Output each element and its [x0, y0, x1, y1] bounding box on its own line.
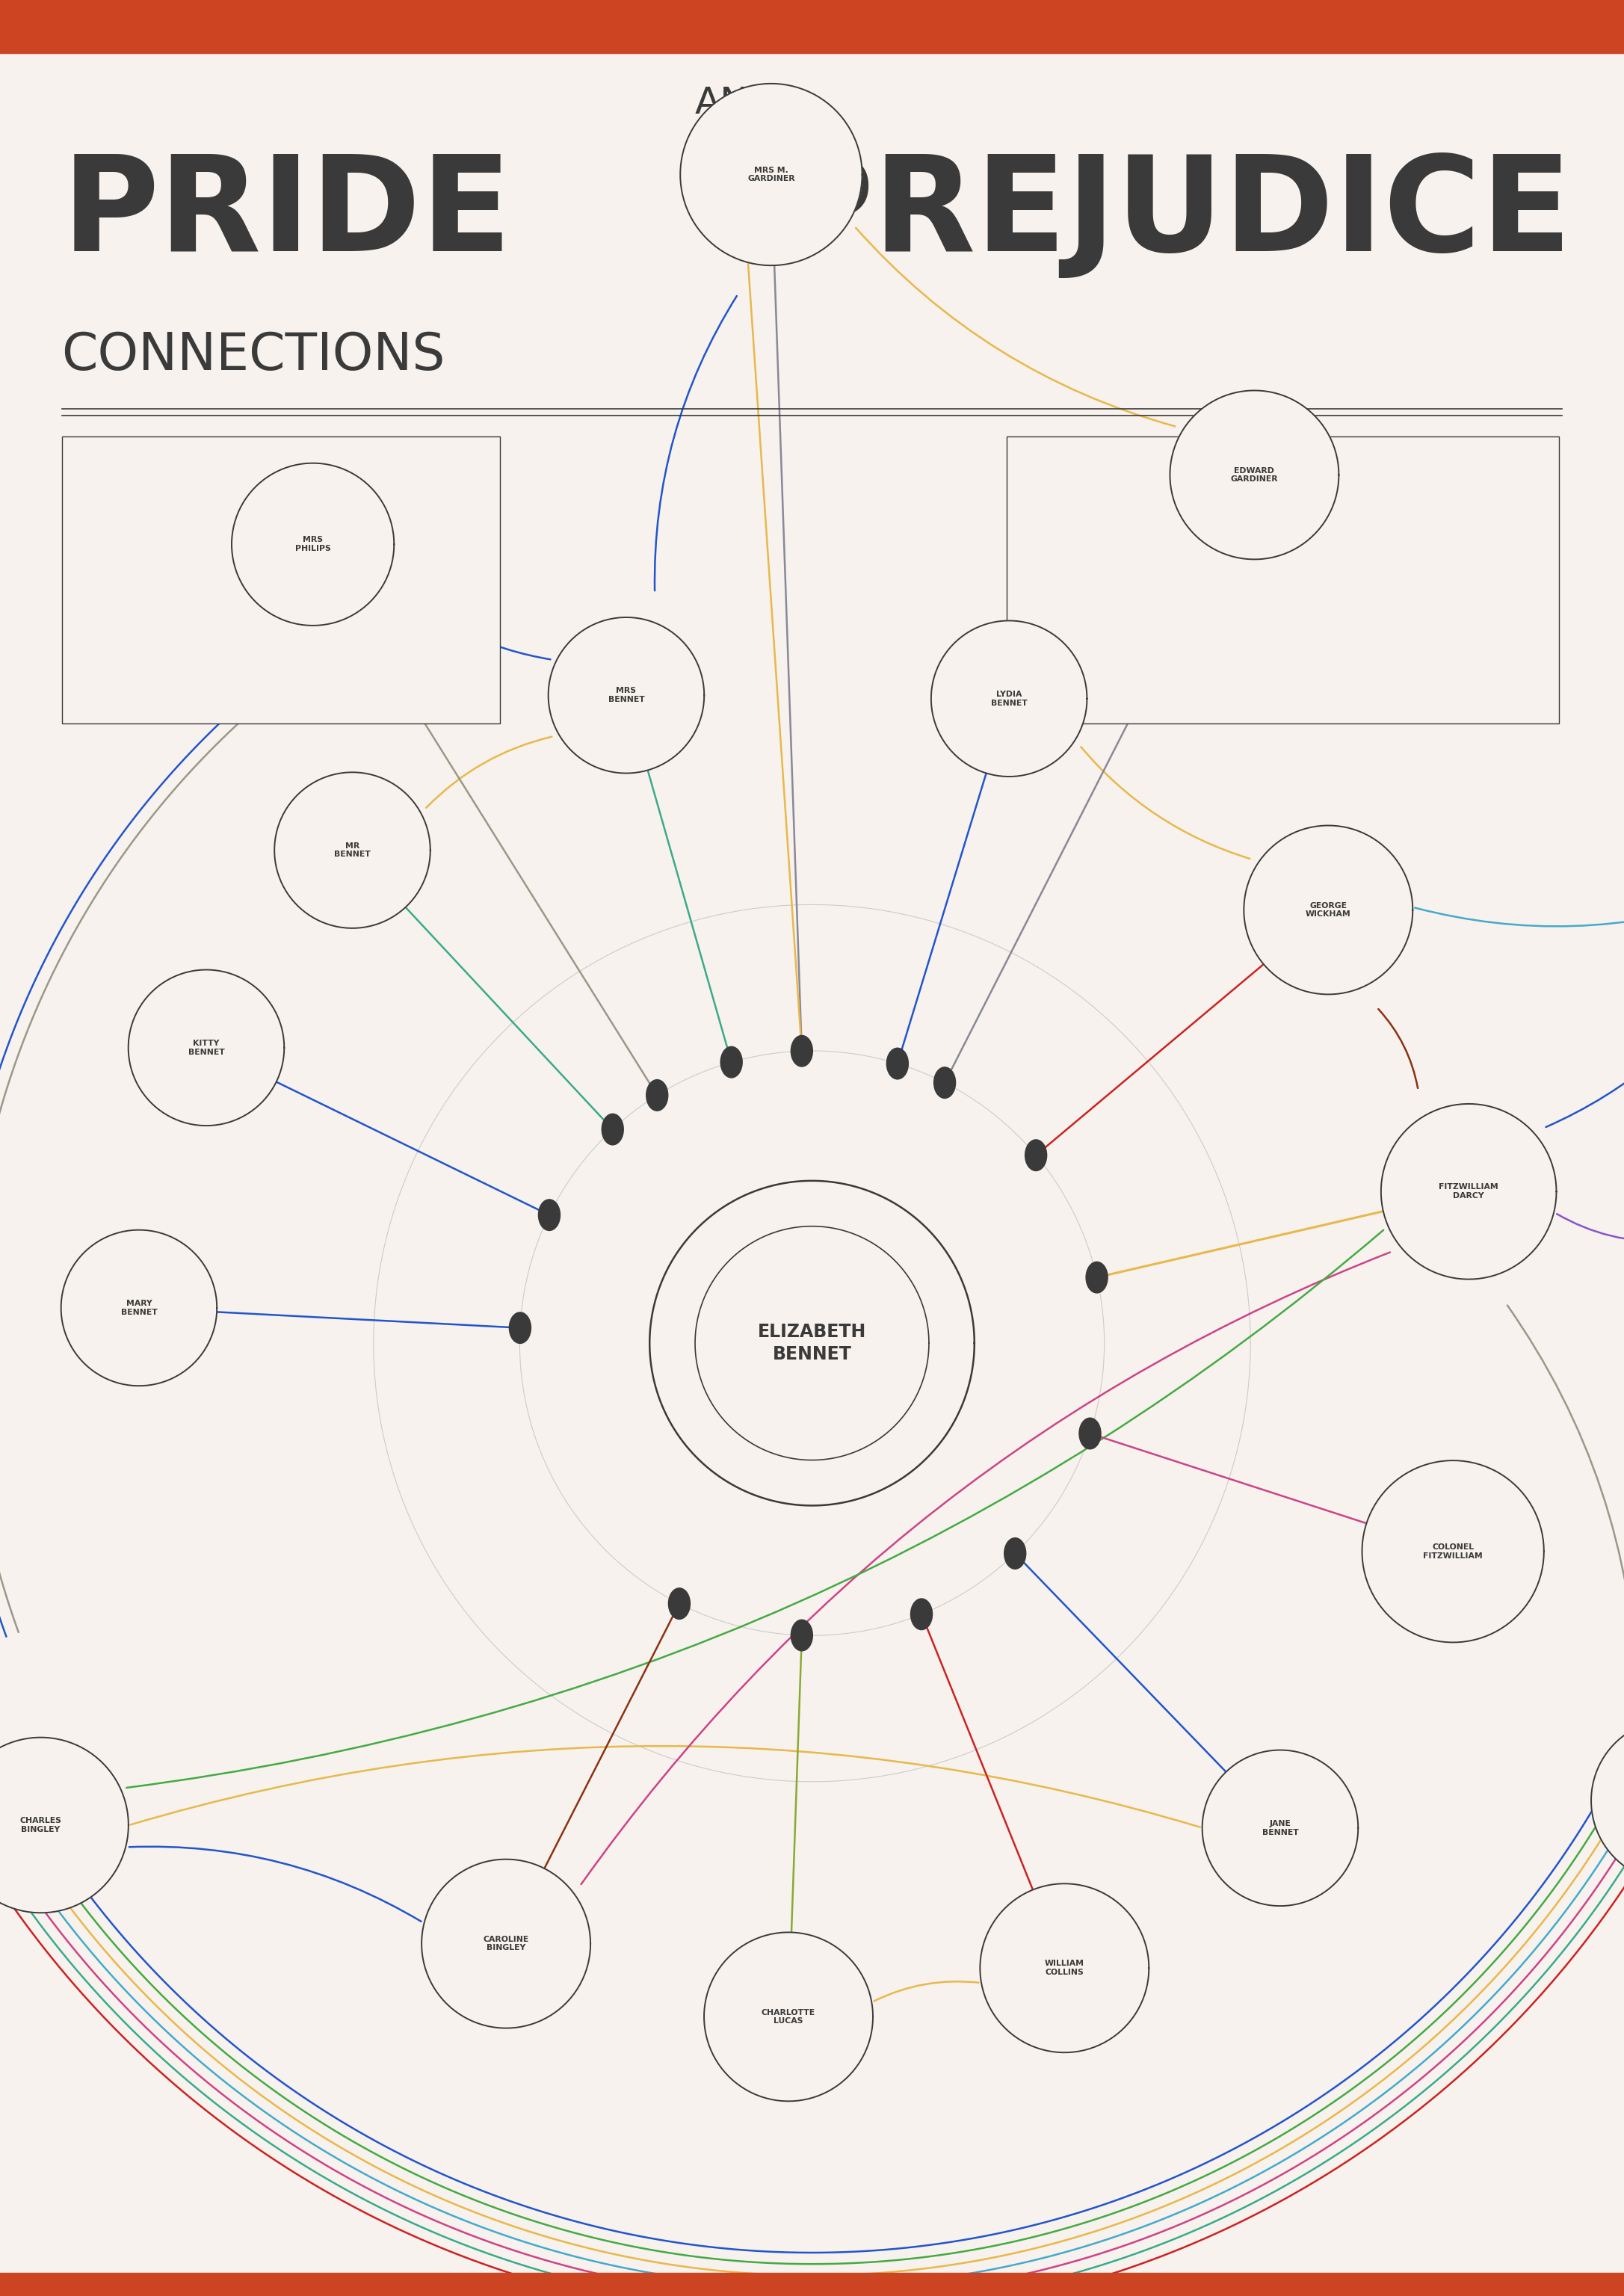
Text: Proposes: Proposes — [1351, 501, 1387, 510]
Text: Aunt: Aunt — [1075, 597, 1093, 606]
Circle shape — [667, 1587, 690, 1619]
Polygon shape — [979, 1883, 1148, 2053]
Polygon shape — [1244, 827, 1413, 994]
Circle shape — [1025, 1139, 1047, 1171]
Text: CHARLOTTE
LUCAS: CHARLOTTE LUCAS — [762, 2009, 815, 2025]
Circle shape — [791, 1035, 814, 1068]
Text: 1813: 1813 — [208, 556, 229, 563]
Polygon shape — [128, 969, 284, 1125]
Bar — [0, 2273, 1624, 2296]
Text: ELIZABETH
BENNET: ELIZABETH BENNET — [758, 1322, 866, 1364]
Text: Nearly eloped: Nearly eloped — [1351, 565, 1405, 574]
Text: JANE
BENNET: JANE BENNET — [1262, 1821, 1299, 1837]
Circle shape — [1004, 1538, 1026, 1570]
Text: Attracted: Attracted — [1075, 661, 1111, 670]
Text: Sibling: Sibling — [1075, 565, 1101, 574]
Text: Friend: Friend — [1351, 629, 1376, 638]
Circle shape — [646, 1079, 669, 1111]
Text: COLONEL
FITZWILLIAM: COLONEL FITZWILLIAM — [1423, 1543, 1483, 1559]
Polygon shape — [274, 771, 430, 928]
Polygon shape — [650, 1180, 974, 1506]
Text: OPENING LINE: OPENING LINE — [78, 666, 145, 673]
Text: PREJUDICE: PREJUDICE — [776, 149, 1572, 278]
Polygon shape — [422, 1860, 591, 2027]
Text: PUBLISHED: PUBLISHED — [78, 556, 132, 563]
Polygon shape — [1380, 1104, 1556, 1279]
Text: FITZWILLIAM
DARCY: FITZWILLIAM DARCY — [1439, 1182, 1499, 1199]
Text: Jane Austen: Jane Austen — [208, 501, 258, 507]
Polygon shape — [0, 1738, 128, 1913]
Text: THE ESSENTIALS: THE ESSENTIALS — [78, 450, 175, 461]
Text: MR
BENNET: MR BENNET — [335, 843, 370, 859]
Polygon shape — [680, 83, 862, 266]
Text: KITTY
BENNET: KITTY BENNET — [188, 1040, 224, 1056]
Text: GEORGE
WICKHAM: GEORGE WICKHAM — [1306, 902, 1351, 918]
Circle shape — [601, 1114, 624, 1146]
Text: AND: AND — [695, 85, 778, 122]
Circle shape — [538, 1199, 560, 1231]
Polygon shape — [1202, 1750, 1358, 1906]
Circle shape — [1078, 1417, 1101, 1449]
Polygon shape — [695, 1226, 929, 1460]
Circle shape — [934, 1068, 957, 1100]
Text: MRS
BENNET: MRS BENNET — [607, 687, 645, 703]
Text: Cousin: Cousin — [1075, 629, 1101, 638]
Bar — [0, 0, 1624, 53]
Polygon shape — [232, 464, 395, 625]
Text: CONNECTIONS: CONNECTIONS — [1023, 450, 1108, 461]
Text: Falls in love: Falls in love — [1075, 693, 1121, 703]
Text: It is a truth universally acknowledged,
that a single man in possession of a goo: It is a truth universally acknowledged, … — [208, 666, 382, 691]
Text: Parent: Parent — [1075, 533, 1099, 542]
FancyBboxPatch shape — [1007, 436, 1559, 723]
Text: CONNECTIONS: CONNECTIONS — [62, 331, 445, 381]
Circle shape — [909, 1598, 932, 1630]
Text: EDWARD
GARDINER: EDWARD GARDINER — [1231, 466, 1278, 482]
Text: SETTING: SETTING — [78, 611, 119, 618]
Circle shape — [791, 1619, 814, 1651]
Text: Married: Married — [1075, 501, 1104, 510]
Text: Intended: Intended — [1351, 533, 1385, 542]
Circle shape — [887, 1047, 909, 1079]
Text: PRIDE: PRIDE — [62, 149, 512, 278]
Text: MARY
BENNET: MARY BENNET — [120, 1300, 158, 1316]
Text: WILLIAM
COLLINS: WILLIAM COLLINS — [1044, 1961, 1085, 1977]
FancyBboxPatch shape — [62, 436, 500, 723]
Circle shape — [1085, 1261, 1108, 1293]
Text: Best friend: Best friend — [1351, 597, 1393, 606]
Polygon shape — [931, 620, 1086, 776]
Text: AUTHOR: AUTHOR — [78, 501, 117, 507]
Polygon shape — [1363, 1460, 1544, 1642]
Circle shape — [508, 1311, 531, 1343]
Text: Longbourn, England: Longbourn, England — [208, 611, 291, 618]
Polygon shape — [549, 618, 705, 774]
Text: MRS M.
GARDINER: MRS M. GARDINER — [747, 165, 796, 184]
Polygon shape — [1169, 390, 1338, 560]
Text: LYDIA
BENNET: LYDIA BENNET — [991, 691, 1028, 707]
Text: CAROLINE
BINGLEY: CAROLINE BINGLEY — [484, 1936, 529, 1952]
Polygon shape — [705, 1933, 874, 2101]
Polygon shape — [62, 1231, 218, 1387]
Text: Benefactor: Benefactor — [1351, 693, 1393, 703]
Circle shape — [719, 1047, 742, 1079]
Polygon shape — [1592, 1720, 1624, 1883]
Text: Enemies: Enemies — [1351, 661, 1384, 670]
Text: MRS
PHILIPS: MRS PHILIPS — [296, 537, 331, 553]
Text: CHARLES
BINGLEY: CHARLES BINGLEY — [19, 1816, 62, 1832]
